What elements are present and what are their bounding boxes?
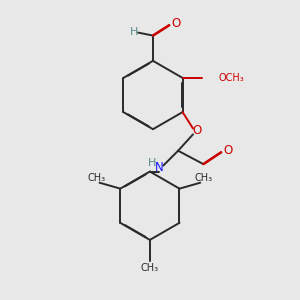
Text: CH₃: CH₃ [141,263,159,273]
Text: O: O [223,144,232,157]
Text: CH₃: CH₃ [194,173,212,183]
Text: O: O [171,17,181,30]
Text: H: H [130,27,139,37]
Text: N: N [154,160,163,174]
Text: O: O [193,124,202,137]
Text: H: H [148,158,156,168]
Text: CH₃: CH₃ [87,173,106,183]
Text: OCH₃: OCH₃ [218,73,244,83]
